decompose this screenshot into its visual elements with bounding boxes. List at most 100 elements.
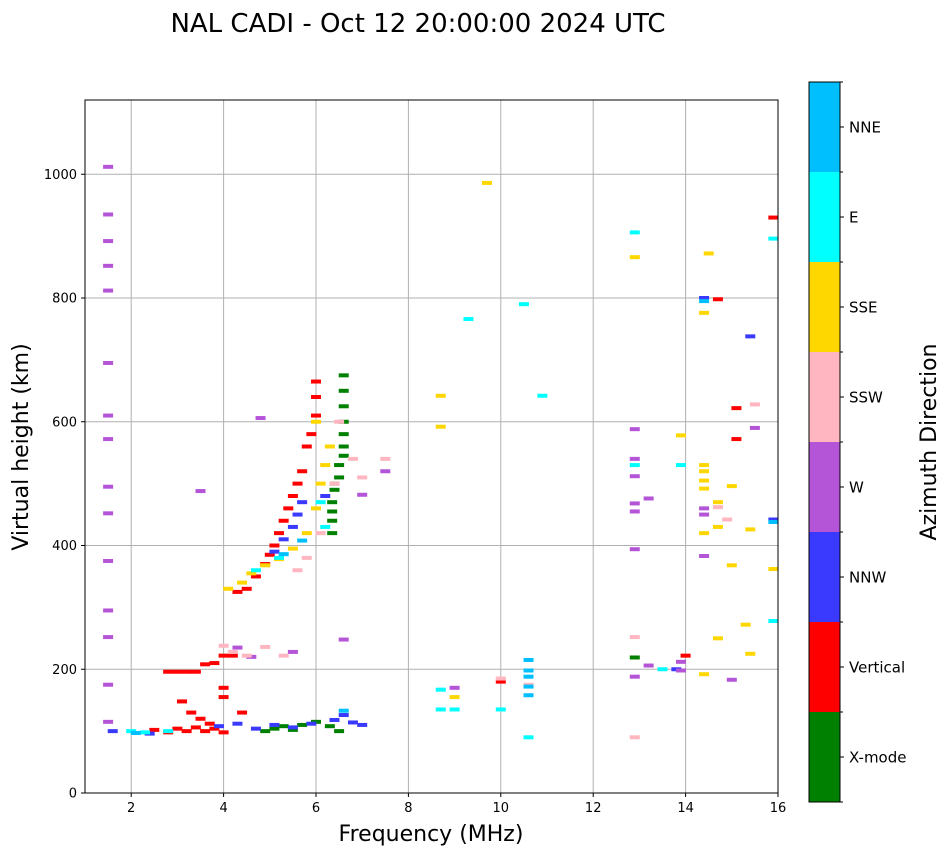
data-point bbox=[195, 716, 206, 721]
data-point bbox=[334, 729, 345, 734]
data-point bbox=[311, 379, 321, 384]
series-w bbox=[103, 164, 760, 724]
data-point bbox=[287, 727, 298, 732]
data-point bbox=[172, 726, 183, 731]
data-point bbox=[204, 721, 215, 726]
data-point bbox=[103, 635, 114, 640]
data-point bbox=[435, 707, 446, 712]
series-vertical bbox=[149, 215, 779, 735]
data-point bbox=[629, 230, 640, 235]
x-tick-label: 4 bbox=[219, 801, 227, 816]
data-point bbox=[232, 721, 243, 726]
data-point bbox=[315, 531, 326, 536]
data-point bbox=[227, 653, 238, 658]
data-point bbox=[629, 547, 640, 552]
data-point bbox=[338, 637, 349, 642]
colorbar-label: E bbox=[849, 209, 858, 227]
data-point bbox=[103, 437, 114, 442]
data-point bbox=[292, 568, 303, 573]
data-point bbox=[481, 180, 492, 185]
data-point bbox=[768, 618, 779, 623]
plot-frame bbox=[84, 99, 779, 794]
data-point bbox=[297, 538, 308, 543]
data-point bbox=[495, 676, 506, 681]
y-tick-label: 0 bbox=[69, 787, 77, 802]
data-point bbox=[523, 735, 534, 740]
data-point bbox=[357, 475, 368, 480]
data-point bbox=[699, 310, 710, 315]
colorbar-swatch bbox=[809, 622, 840, 712]
data-point bbox=[523, 693, 534, 698]
colorbar-swatch bbox=[809, 442, 840, 532]
data-point bbox=[523, 674, 534, 679]
data-point bbox=[297, 722, 308, 727]
data-point bbox=[292, 481, 303, 486]
data-point bbox=[149, 727, 160, 732]
data-point bbox=[103, 413, 114, 418]
data-point bbox=[629, 635, 640, 640]
data-point bbox=[250, 568, 261, 573]
data-point bbox=[306, 721, 317, 726]
data-point bbox=[749, 425, 760, 430]
x-axis-ticks: 2 4 6 8 10 12 14 16 bbox=[127, 793, 786, 816]
data-point bbox=[380, 469, 391, 474]
data-point bbox=[181, 669, 192, 674]
colorbar-swatch bbox=[809, 82, 840, 172]
data-point bbox=[103, 212, 114, 217]
data-point bbox=[629, 255, 640, 260]
data-point bbox=[287, 649, 298, 654]
colorbar-label: X-mode bbox=[849, 749, 906, 767]
data-point bbox=[190, 725, 201, 730]
data-point bbox=[103, 558, 114, 563]
x-tick-label: 2 bbox=[127, 801, 135, 816]
data-point bbox=[327, 531, 338, 536]
data-point bbox=[260, 729, 271, 734]
colorbar-label: NNW bbox=[849, 569, 886, 587]
data-point bbox=[699, 296, 710, 300]
data-point bbox=[699, 463, 710, 468]
data-point bbox=[311, 395, 321, 399]
data-point bbox=[338, 708, 349, 713]
data-point bbox=[435, 424, 446, 429]
data-point bbox=[278, 518, 289, 523]
data-point bbox=[435, 393, 446, 398]
data-point bbox=[311, 419, 321, 424]
chart-title: NAL CADI - Oct 12 20:00:00 2024 UTC bbox=[170, 9, 665, 39]
data-point bbox=[264, 552, 275, 557]
data-point bbox=[103, 288, 114, 293]
data-point bbox=[643, 496, 654, 501]
data-point bbox=[278, 537, 289, 542]
data-point bbox=[320, 463, 331, 468]
data-point bbox=[103, 164, 114, 169]
data-point bbox=[218, 695, 229, 700]
data-point bbox=[103, 719, 114, 724]
data-point bbox=[278, 724, 289, 729]
data-point bbox=[287, 725, 298, 730]
data-point bbox=[699, 506, 710, 511]
data-point bbox=[172, 669, 183, 674]
data-point bbox=[726, 484, 737, 489]
data-point bbox=[712, 636, 723, 641]
data-point bbox=[241, 586, 252, 591]
data-points bbox=[103, 164, 779, 740]
data-point bbox=[675, 433, 686, 438]
colorbar-swatch bbox=[809, 262, 840, 352]
data-point bbox=[274, 531, 285, 536]
data-point bbox=[347, 720, 358, 725]
data-point bbox=[297, 500, 308, 505]
data-point bbox=[768, 567, 779, 572]
data-point bbox=[163, 669, 174, 674]
data-point bbox=[269, 722, 280, 727]
data-point bbox=[232, 589, 243, 594]
x-axis-label: Frequency (MHz) bbox=[339, 822, 524, 847]
data-point bbox=[329, 481, 340, 486]
data-point bbox=[726, 563, 737, 568]
data-point bbox=[269, 726, 280, 731]
data-point bbox=[218, 653, 229, 658]
data-point bbox=[306, 432, 317, 437]
data-point bbox=[163, 729, 174, 734]
data-point bbox=[726, 677, 737, 682]
series-ssw bbox=[218, 402, 760, 740]
data-point bbox=[327, 509, 338, 514]
data-point bbox=[103, 263, 114, 268]
